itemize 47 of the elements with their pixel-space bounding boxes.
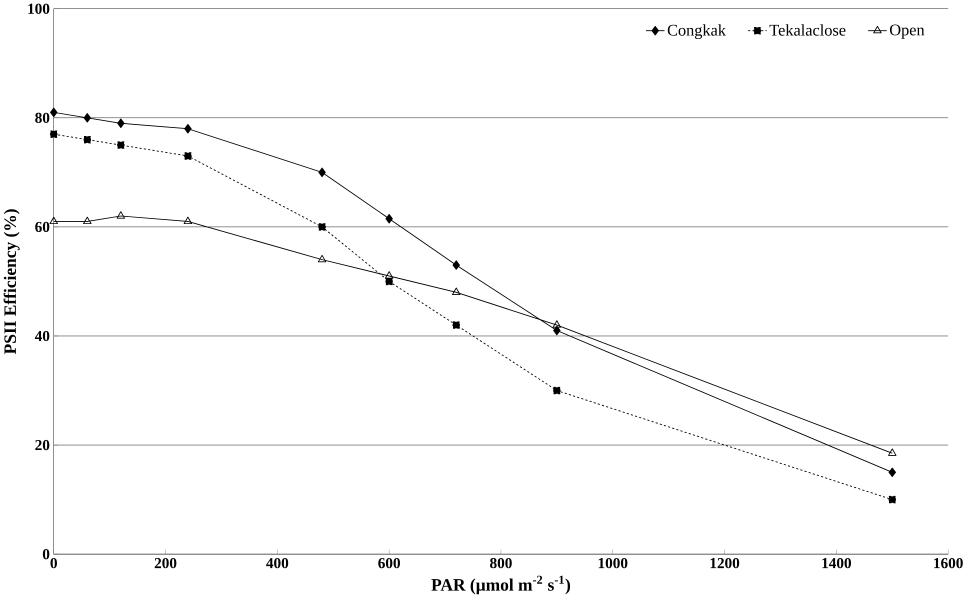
point — [888, 448, 896, 456]
y-tick-label: 20 — [35, 440, 50, 450]
x-axis-title: PAR (µmol m$^{-2}$ s$^{-1}$) — [431, 576, 570, 594]
point — [50, 108, 58, 118]
x-tick-label: 1000 — [598, 558, 628, 568]
point — [553, 386, 561, 394]
point — [50, 130, 58, 138]
point — [888, 468, 896, 478]
point — [385, 214, 393, 224]
point — [50, 216, 58, 224]
y-axis-title: PSII Efficiency (%) — [4, 209, 20, 354]
legend-label: Congkak — [668, 24, 726, 40]
x-tick-label: 600 — [378, 558, 400, 568]
point — [452, 321, 460, 329]
point — [888, 496, 896, 504]
y-tick-label: 80 — [35, 112, 50, 124]
point — [83, 216, 92, 224]
point — [318, 223, 326, 231]
point — [452, 288, 460, 296]
x-tick-label: 0 — [50, 558, 57, 568]
point — [84, 113, 91, 123]
point — [84, 136, 91, 144]
y-tick-label: 40 — [34, 330, 50, 342]
y-tick-label: 0 — [42, 549, 50, 560]
point — [385, 278, 393, 286]
x-tick-label: 400 — [266, 558, 288, 568]
legend-label: Open — [890, 24, 924, 39]
point — [184, 124, 192, 134]
x-tick-label: 200 — [154, 558, 176, 568]
point — [452, 260, 460, 270]
point — [117, 141, 125, 149]
x-tick-label: 800 — [490, 558, 512, 568]
point — [318, 168, 326, 178]
legend-label: Tekalaclose — [770, 24, 846, 36]
point — [318, 254, 326, 262]
y-tick-label: 60 — [35, 222, 50, 232]
point — [552, 320, 562, 328]
point — [116, 211, 126, 219]
x-tick-label: 1400 — [822, 558, 851, 568]
point — [184, 216, 192, 224]
x-tick-label: 1600 — [934, 558, 963, 568]
point — [117, 118, 125, 128]
point — [184, 152, 192, 160]
point — [553, 326, 561, 336]
x-tick-label: 1200 — [710, 558, 740, 568]
point — [384, 271, 394, 279]
y-tick-label: 100 — [28, 4, 50, 14]
